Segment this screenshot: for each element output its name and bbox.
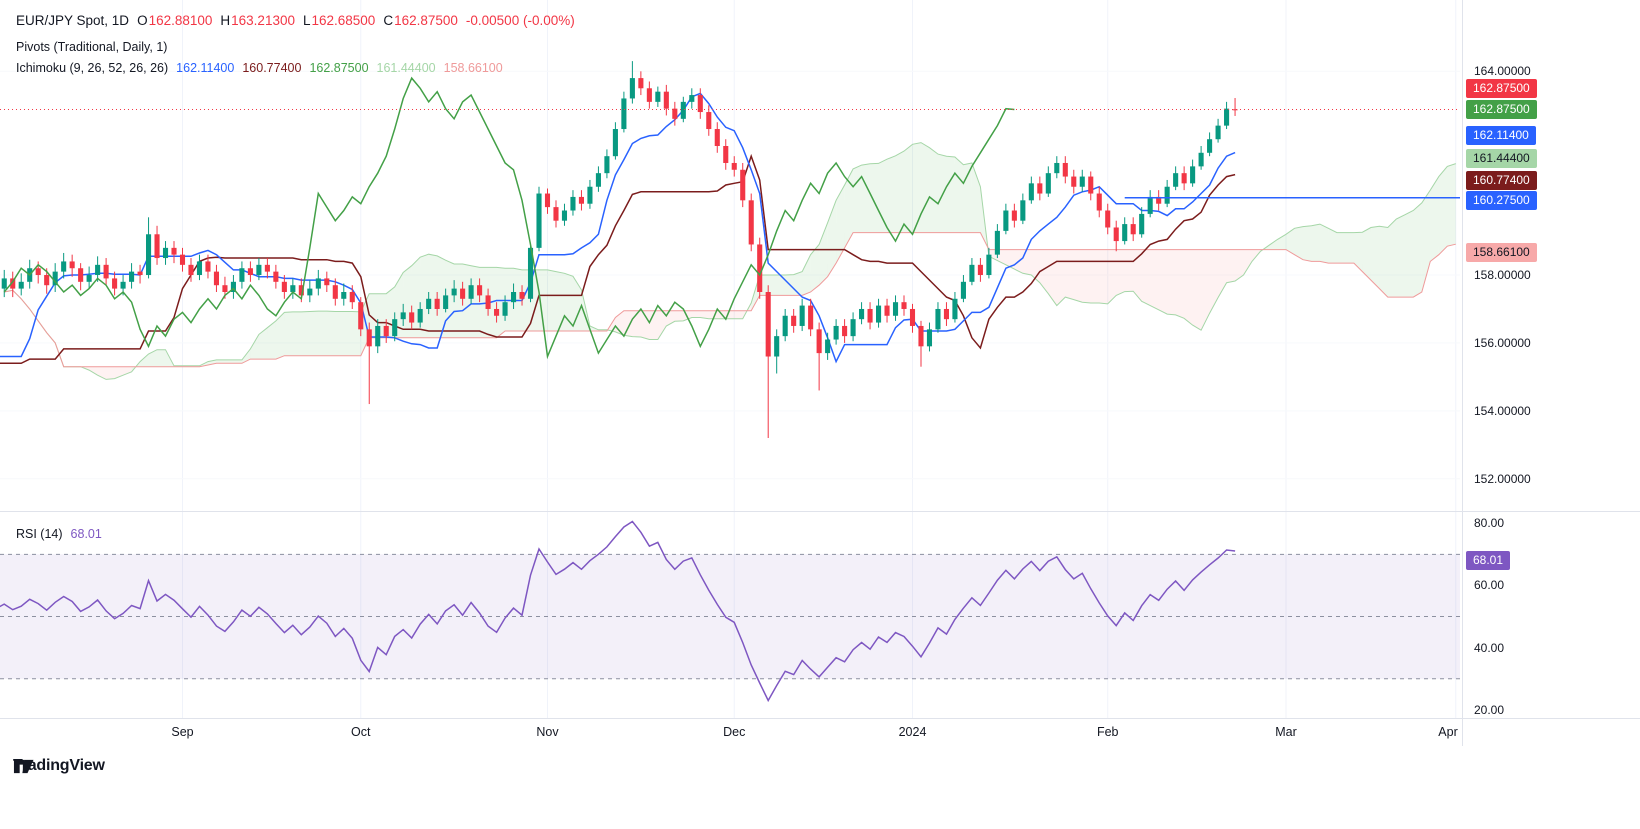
rsi-tick-label: 80.00 [1474, 516, 1505, 531]
price-axis-badge: 162.11400 [1466, 125, 1536, 145]
rsi-label: RSI (14) [16, 527, 63, 541]
rsi-legend-row[interactable]: RSI (14) 68.01 [16, 527, 102, 541]
rsi-tick-label: 40.00 [1474, 640, 1505, 655]
ichimoku-cloud [4, 142, 1456, 380]
time-axis-label[interactable]: Oct [351, 725, 371, 739]
tenkan-line [0, 92, 1236, 364]
kijun-line [0, 153, 1236, 365]
tradingview-brand[interactable]: TradingView [13, 757, 105, 774]
price-axis[interactable]: 164.00000 158.00000 156.00000 154.00000 152.… [1463, 0, 1640, 511]
price-axis-badge: 160.27500 [1466, 191, 1537, 211]
price-axis-badge: 158.66100 [1466, 243, 1537, 263]
price-tick-label: 164.00000 [1474, 64, 1531, 79]
time-axis-label[interactable]: Feb [1096, 725, 1119, 739]
rsi-tick-label: 20.00 [1474, 702, 1505, 717]
price-tick-label: 156.00000 [1474, 335, 1531, 350]
candlestick-series [1, 61, 1238, 438]
price-tick-label: 154.00000 [1474, 403, 1531, 418]
price-axis-badge: 160.77400 [1466, 171, 1537, 191]
main-grid [182, 0, 1457, 511]
tradingview-logo-icon[interactable] [13, 756, 34, 777]
chikou-line [3, 76, 1015, 360]
pane-divider[interactable] [0, 511, 1640, 512]
time-axis[interactable]: Sep Oct Nov Dec 2024 Feb Mar Apr [0, 719, 1462, 746]
senkou-a-line [4, 142, 1456, 380]
rsi-value: 68.01 [70, 527, 102, 541]
main-chart-svg[interactable] [0, 0, 1462, 511]
rsi-value-badge: 68.01 [1466, 551, 1511, 570]
price-axis-badge: 162.87500 [1466, 79, 1537, 98]
price-tick-label: 152.00000 [1474, 471, 1531, 486]
footer: TradingView [13, 757, 105, 775]
time-axis-label[interactable]: Dec [723, 725, 746, 739]
time-axis-label[interactable]: Sep [171, 725, 194, 739]
time-axis-label[interactable]: Mar [1275, 725, 1297, 739]
rsi-tick-label: 60.00 [1474, 578, 1505, 593]
price-axis-badge: 161.44400 [1466, 148, 1537, 168]
price-tick-label: 158.00000 [1474, 268, 1531, 283]
time-axis-border [0, 718, 1640, 719]
time-axis-label[interactable]: Nov [536, 725, 559, 739]
time-axis-label[interactable]: Apr [1438, 725, 1458, 739]
rsi-line [0, 520, 1236, 703]
rsi-axis[interactable]: 80.00 60.00 40.00 20.00 68.01 [1463, 512, 1640, 718]
time-axis-label[interactable]: 2024 [898, 725, 927, 739]
price-axis-badge: 162.87500 [1466, 100, 1537, 119]
rsi-chart-svg[interactable] [0, 512, 1462, 718]
rsi-grid [182, 512, 1457, 718]
price-axis-border [1462, 0, 1463, 746]
